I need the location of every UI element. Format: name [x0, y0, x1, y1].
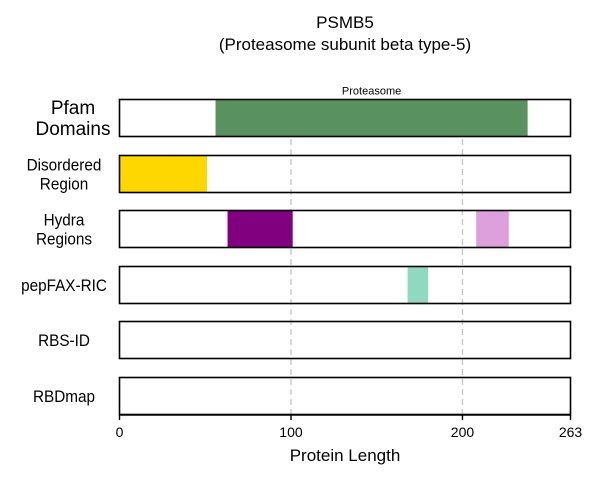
- track-border: [118, 209, 572, 249]
- domain-segment: [215, 99, 528, 137]
- track-rows: Pfam Domains Disordered Region Hydra Regions p…: [21, 98, 571, 415]
- row-label-line: Pfam: [51, 98, 95, 119]
- x-axis: 0 100 200 263: [116, 414, 583, 440]
- domain-segment: [227, 210, 293, 248]
- row-label: Pfam Domains: [36, 98, 111, 140]
- row-label-line: RBS-ID: [38, 331, 90, 350]
- row-label-line: Regions: [36, 230, 92, 249]
- row-label-line: RBDmap: [33, 387, 95, 406]
- row-label-line: Region: [40, 175, 88, 194]
- x-tick-label: 200: [451, 424, 475, 440]
- row-label-line: pepFAX-RIC: [21, 276, 107, 295]
- x-tick-label: 100: [279, 424, 303, 440]
- row-label: Hydra Regions: [36, 211, 92, 249]
- segments-layer: Proteasome: [118, 86, 572, 416]
- track-row: RBS-ID: [38, 321, 571, 359]
- track-border: [118, 154, 572, 194]
- track-border: [118, 265, 572, 305]
- track-row: pepFAX-RIC: [21, 266, 571, 304]
- track-background: [119, 377, 571, 415]
- gridlines: [290, 99, 464, 415]
- track-border: [118, 320, 572, 360]
- track-border: [118, 98, 572, 138]
- row-label: pepFAX-RIC: [21, 276, 107, 295]
- row-label-line: Domains: [36, 119, 111, 140]
- x-tick-label: 0: [116, 424, 124, 440]
- segment-label: Proteasome: [342, 86, 401, 98]
- chart-subtitle: (Proteasome subunit beta type-5): [219, 35, 471, 54]
- x-tick-label: 263: [559, 424, 583, 440]
- domain-segment: [476, 210, 509, 248]
- domain-segment: [407, 266, 429, 304]
- track-row: RBDmap: [33, 377, 571, 415]
- row-label: Disordered Region: [27, 156, 102, 194]
- row-label-line: Disordered: [27, 156, 102, 175]
- track-border: [118, 376, 572, 416]
- row-label-line: Hydra: [44, 211, 85, 230]
- track-background: [119, 266, 571, 304]
- row-label: RBS-ID: [38, 331, 90, 350]
- track-background: [119, 321, 571, 359]
- domain-segment: [119, 155, 207, 193]
- chart-title: PSMB5: [316, 13, 374, 32]
- track-row: Disordered Region: [27, 155, 571, 194]
- x-axis-label: Protein Length: [290, 446, 401, 465]
- row-label: RBDmap: [33, 387, 95, 406]
